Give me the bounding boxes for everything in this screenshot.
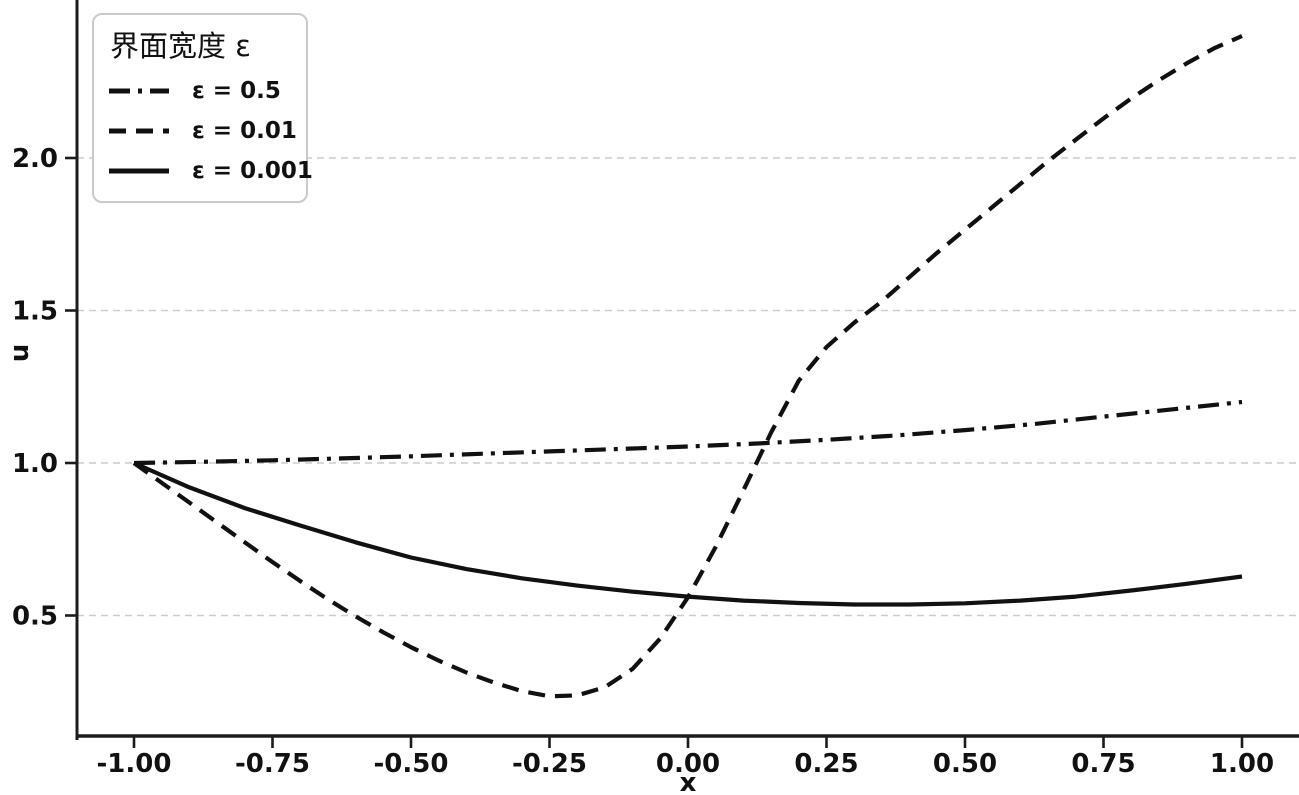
legend: 界面宽度 ε ε = 0.5 ε = 0.01 ε = 0.001: [92, 13, 313, 203]
y-tick-label: 2.0: [12, 144, 58, 174]
x-tick-label: -0.75: [235, 749, 310, 779]
grid-layer: [77, 157, 1299, 617]
x-tick-label: -0.25: [512, 749, 587, 779]
x-axis-label: x: [680, 768, 697, 795]
y-tick-label: 1.5: [12, 297, 58, 327]
legend-label: ε = 0.01: [192, 118, 297, 144]
legend-item-epsilon-0.5: ε = 0.5: [108, 71, 294, 111]
x-tick-label: 0.75: [1071, 749, 1135, 779]
legend-label: ε = 0.5: [192, 78, 281, 104]
y-axis-label: u: [5, 344, 35, 363]
y-tick-label: 1.0: [12, 449, 58, 479]
x-tick-label: 1.00: [1210, 749, 1274, 779]
x-tick-label: 0.00: [656, 749, 720, 779]
x-tick-label: -1.00: [97, 749, 172, 779]
solid-line-sample-icon: [109, 168, 169, 174]
x-tick-label: 0.25: [794, 749, 858, 779]
legend-title: 界面宽度 ε: [110, 29, 251, 63]
curve-epsilon-0.001: [133, 461, 1243, 607]
axis-layer: -1.00 -0.75 -0.50 -0.25 0.00 0.25 0.50 0.75 1.00…: [12, 0, 1299, 779]
dashdot-line-sample-icon: [109, 88, 169, 94]
curve-epsilon-0.5: [133, 399, 1243, 466]
x-tick-label: -0.50: [374, 749, 449, 779]
legend-item-epsilon-0.001: ε = 0.001: [108, 151, 313, 191]
curve-layer: [132, 34, 1243, 699]
y-tick-label: 0.5: [12, 602, 58, 632]
legend-label: ε = 0.001: [192, 158, 313, 184]
dashed-line-sample-icon: [109, 128, 169, 134]
legend-item-epsilon-0.01: ε = 0.01: [108, 111, 297, 151]
x-tick-label: 0.50: [933, 749, 997, 779]
